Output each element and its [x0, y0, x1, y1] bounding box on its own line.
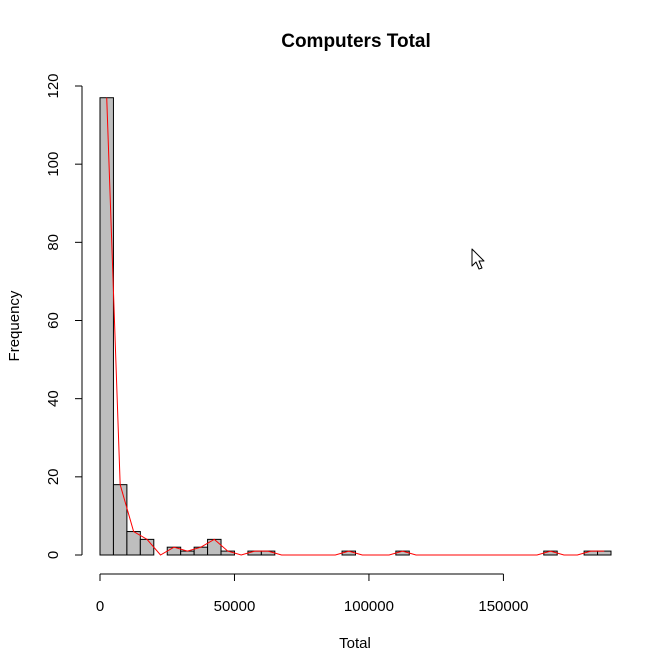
- histogram-bar-37: [597, 550, 612, 556]
- histogram-bar-0: [99, 97, 114, 556]
- histogram-bar-36: [583, 550, 599, 556]
- frequency-polygon-line: [106, 97, 605, 556]
- histogram-bar-33: [543, 550, 558, 556]
- y-tick-label: 120: [45, 73, 62, 98]
- histogram-bar-6: [180, 550, 195, 556]
- x-axis: 0 50000 100000 150000: [96, 573, 528, 615]
- y-tick-label: 40: [45, 390, 62, 407]
- x-tick-label: 0: [96, 598, 104, 615]
- y-axis: 0 20 40 60 80 100 120: [45, 73, 83, 559]
- histogram-bar-9: [220, 550, 235, 556]
- y-tick-label: 60: [45, 312, 62, 329]
- x-tick-label: 50000: [214, 598, 256, 615]
- histogram-bar-18: [341, 550, 357, 556]
- y-tick-label: 0: [45, 551, 62, 559]
- histogram-bar-22: [395, 550, 410, 556]
- x-tick-label: 100000: [344, 598, 394, 615]
- histogram-bar-12: [260, 550, 276, 556]
- x-axis-label: Total: [339, 635, 371, 652]
- y-tick-label: 20: [45, 468, 62, 485]
- y-axis-label: Frequency: [6, 290, 23, 361]
- chart-title: Computers Total: [281, 31, 431, 52]
- histogram-bar-1: [112, 484, 128, 556]
- x-tick-label: 150000: [478, 598, 528, 615]
- frequency-polygon: [106, 97, 605, 556]
- histogram-bar-11: [247, 550, 262, 556]
- y-tick-label: 80: [45, 234, 62, 251]
- mouse-pointer-icon: [471, 248, 485, 270]
- histogram-bar-2: [126, 531, 141, 556]
- histogram-bars: [99, 97, 612, 556]
- histogram-bar-3: [139, 538, 155, 556]
- y-tick-label: 100: [45, 152, 62, 177]
